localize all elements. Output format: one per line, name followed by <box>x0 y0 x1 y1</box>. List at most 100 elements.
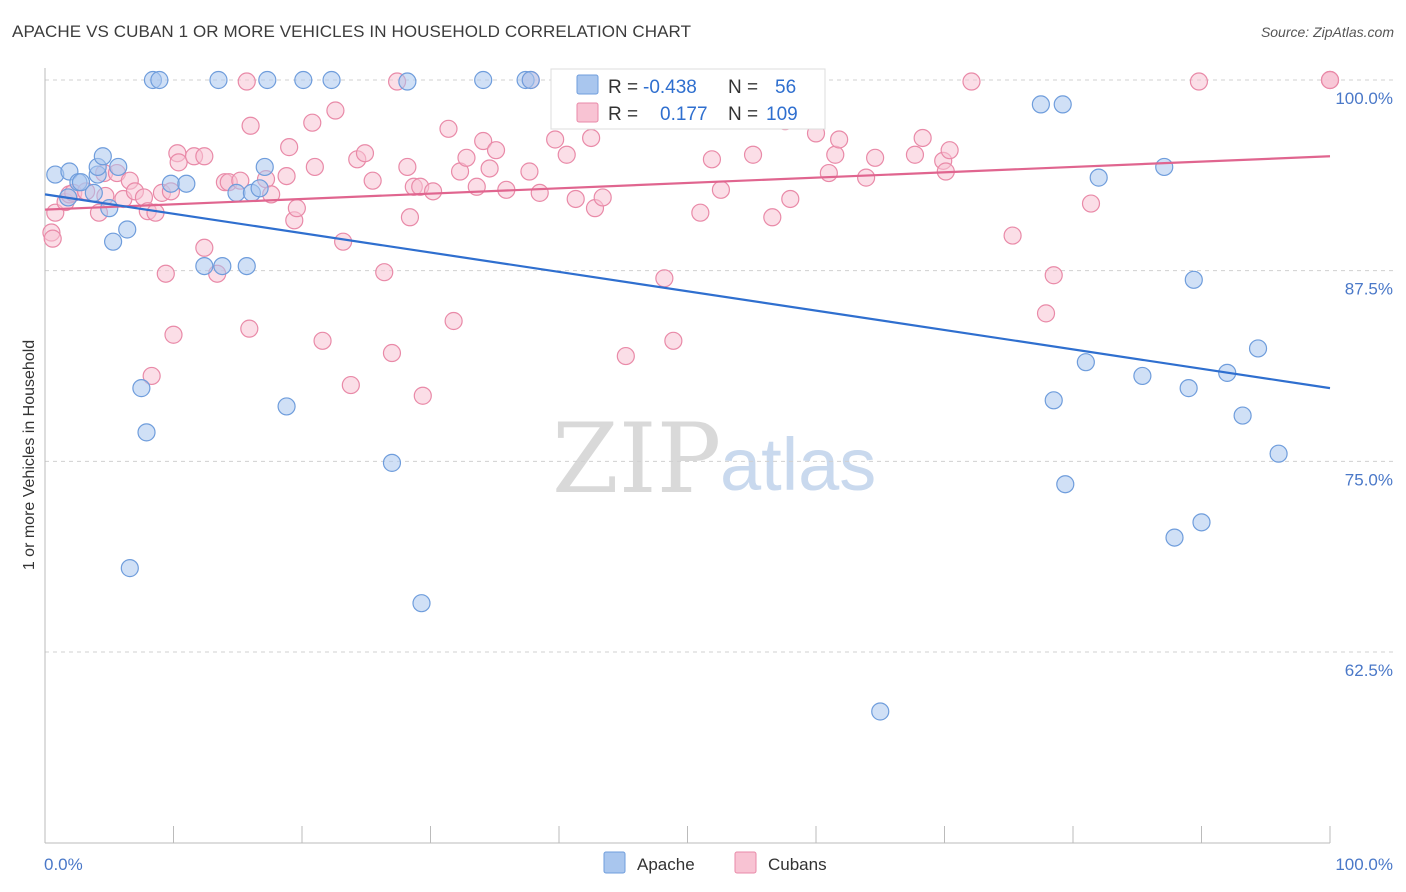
cubans-point <box>313 331 332 350</box>
cubans-point <box>1189 72 1209 91</box>
legend-apache-label: Apache <box>637 855 695 874</box>
apache-point <box>118 220 137 239</box>
cubans-point <box>142 366 161 386</box>
legend: Apache Cubans <box>603 851 827 874</box>
cubans-point <box>866 148 885 167</box>
cubans-point <box>819 163 838 183</box>
x-tick-label: 100.0% <box>1335 855 1393 874</box>
cubans-point <box>1044 266 1063 285</box>
apache-point <box>1044 391 1063 410</box>
stats-apache-n-label: N = <box>728 77 758 98</box>
cubans-point <box>520 162 539 181</box>
source-credit: Source: ZipAtlas.com <box>1260 24 1394 40</box>
cubans-point <box>156 264 175 283</box>
cubans-point <box>593 188 612 207</box>
apache-point <box>120 559 139 578</box>
apache-point <box>209 70 228 90</box>
apache-point <box>213 256 232 276</box>
legend-cubans-label: Cubans <box>768 855 827 874</box>
y-axis-title: 1 or more Vehicles in Household <box>21 340 38 570</box>
stats-cubans-r-value: 0.177 <box>660 104 708 125</box>
apache-point <box>1089 168 1108 187</box>
stats-cubans-swatch <box>576 102 599 123</box>
cubans-point <box>480 159 499 178</box>
cubans-point <box>486 141 506 160</box>
cubans-point <box>546 130 565 149</box>
cubans-point <box>326 101 345 120</box>
cubans-point <box>743 145 763 164</box>
cubans-point <box>287 199 306 218</box>
watermark-zip: ZIP <box>552 403 721 515</box>
watermark: ZIP atlas <box>552 403 876 515</box>
apache-point <box>277 397 296 416</box>
apache-point <box>195 256 214 276</box>
apache-point <box>109 157 128 177</box>
cubans-point <box>164 325 183 344</box>
apache-points <box>46 70 1288 721</box>
cubans-point <box>280 138 299 157</box>
apache-point <box>382 453 402 472</box>
apache-point <box>84 183 103 202</box>
apache-point <box>104 232 123 251</box>
cubans-point <box>240 319 259 338</box>
apache-point <box>250 179 269 198</box>
apache-point <box>93 147 112 166</box>
cubans-point <box>375 263 394 282</box>
apache-point <box>1031 95 1050 114</box>
apache-point <box>1248 339 1268 358</box>
y-tick-label: 100.0% <box>1335 89 1393 108</box>
apache-point <box>137 423 156 442</box>
legend-apache-swatch <box>603 851 626 874</box>
cubans-point <box>962 72 981 91</box>
stats-apache-r-value: -0.438 <box>643 77 697 98</box>
apache-point <box>227 183 246 202</box>
apache-point <box>150 70 169 90</box>
cubans-point <box>857 168 876 187</box>
apache-point <box>1053 95 1072 114</box>
stats-apache-swatch <box>576 74 599 95</box>
cubans-point <box>341 375 360 395</box>
cubans-point <box>423 182 443 201</box>
cubans-point <box>1003 226 1022 245</box>
cubans-point <box>439 119 458 138</box>
y-tick-label: 75.0% <box>1345 470 1393 489</box>
cubans-point <box>398 157 417 177</box>
apache-point <box>1179 379 1198 398</box>
cubans-point <box>334 232 353 251</box>
stats-apache-n-value: 56 <box>775 77 796 98</box>
trend-lines <box>44 155 1331 390</box>
cubans-point <box>530 183 549 202</box>
stats-box: R = -0.438 N = 56 R = 0.177 N = 109 <box>550 68 826 130</box>
apache-point <box>1184 270 1203 289</box>
cubans-point <box>557 145 576 164</box>
cubans-point <box>444 311 463 331</box>
apache-point <box>132 379 151 398</box>
apache-point <box>258 70 277 90</box>
stats-cubans-r-label: R = <box>608 104 638 125</box>
apache-point <box>412 594 431 613</box>
apache-point <box>871 702 890 721</box>
apache-point <box>474 70 493 90</box>
cubans-point <box>616 346 635 366</box>
grid-lines <box>45 79 1395 653</box>
stats-cubans-n-label: N = <box>728 104 758 125</box>
apache-point <box>1233 406 1252 425</box>
stats-cubans-n-value: 109 <box>766 104 798 125</box>
chart-title: APACHE VS CUBAN 1 OR MORE VEHICLES IN HO… <box>12 22 692 41</box>
cubans-point <box>305 157 324 177</box>
cubans-point <box>1081 194 1101 213</box>
stats-apache-r-label: R = <box>608 77 638 98</box>
cubans-point <box>382 343 402 363</box>
cubans-point <box>400 208 420 227</box>
apache-point <box>1192 513 1211 532</box>
cubans-point <box>582 128 601 148</box>
cubans-point <box>913 128 932 148</box>
cubans-point <box>474 131 493 151</box>
cubans-point <box>664 331 683 350</box>
cubans-point <box>195 147 214 166</box>
y-tick-label: 87.5% <box>1345 280 1393 299</box>
apache-point <box>1133 366 1152 386</box>
cubans-point <box>43 229 62 248</box>
apache-point <box>1165 528 1184 547</box>
